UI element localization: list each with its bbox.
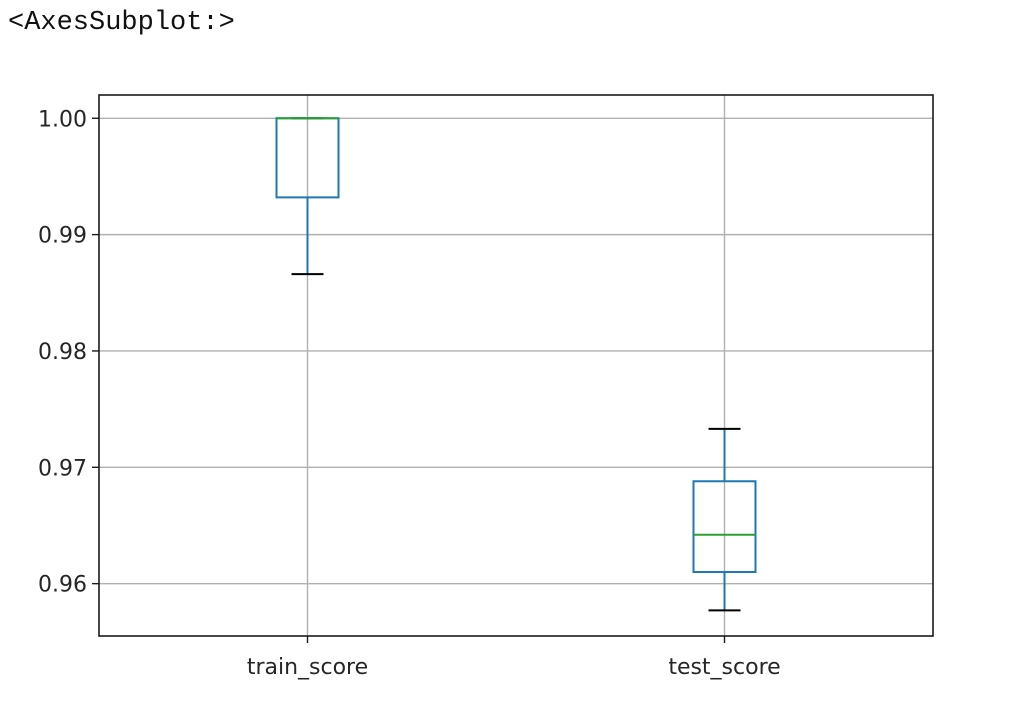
axes-frame [98, 94, 934, 637]
y-tick-label: 0.97 [38, 456, 87, 481]
x-tick-label: train_score [247, 655, 368, 680]
x-axis: train_score test_score [247, 636, 781, 680]
box-train_score [275, 117, 340, 276]
output-repr: <AxesSubplot:> [8, 8, 235, 38]
box-series [275, 117, 757, 612]
iqr-box [692, 480, 757, 574]
x-tick-label: test_score [668, 655, 780, 680]
box-test_score [692, 427, 757, 612]
y-tick-label: 0.98 [38, 340, 87, 365]
y-tick-label: 1.00 [38, 107, 87, 132]
y-tick-label: 0.99 [38, 224, 87, 249]
y-tick-label: 0.96 [38, 573, 87, 598]
grid-lines [99, 95, 933, 636]
y-axis: 0.96 0.97 0.98 0.99 1.00 [38, 107, 99, 598]
